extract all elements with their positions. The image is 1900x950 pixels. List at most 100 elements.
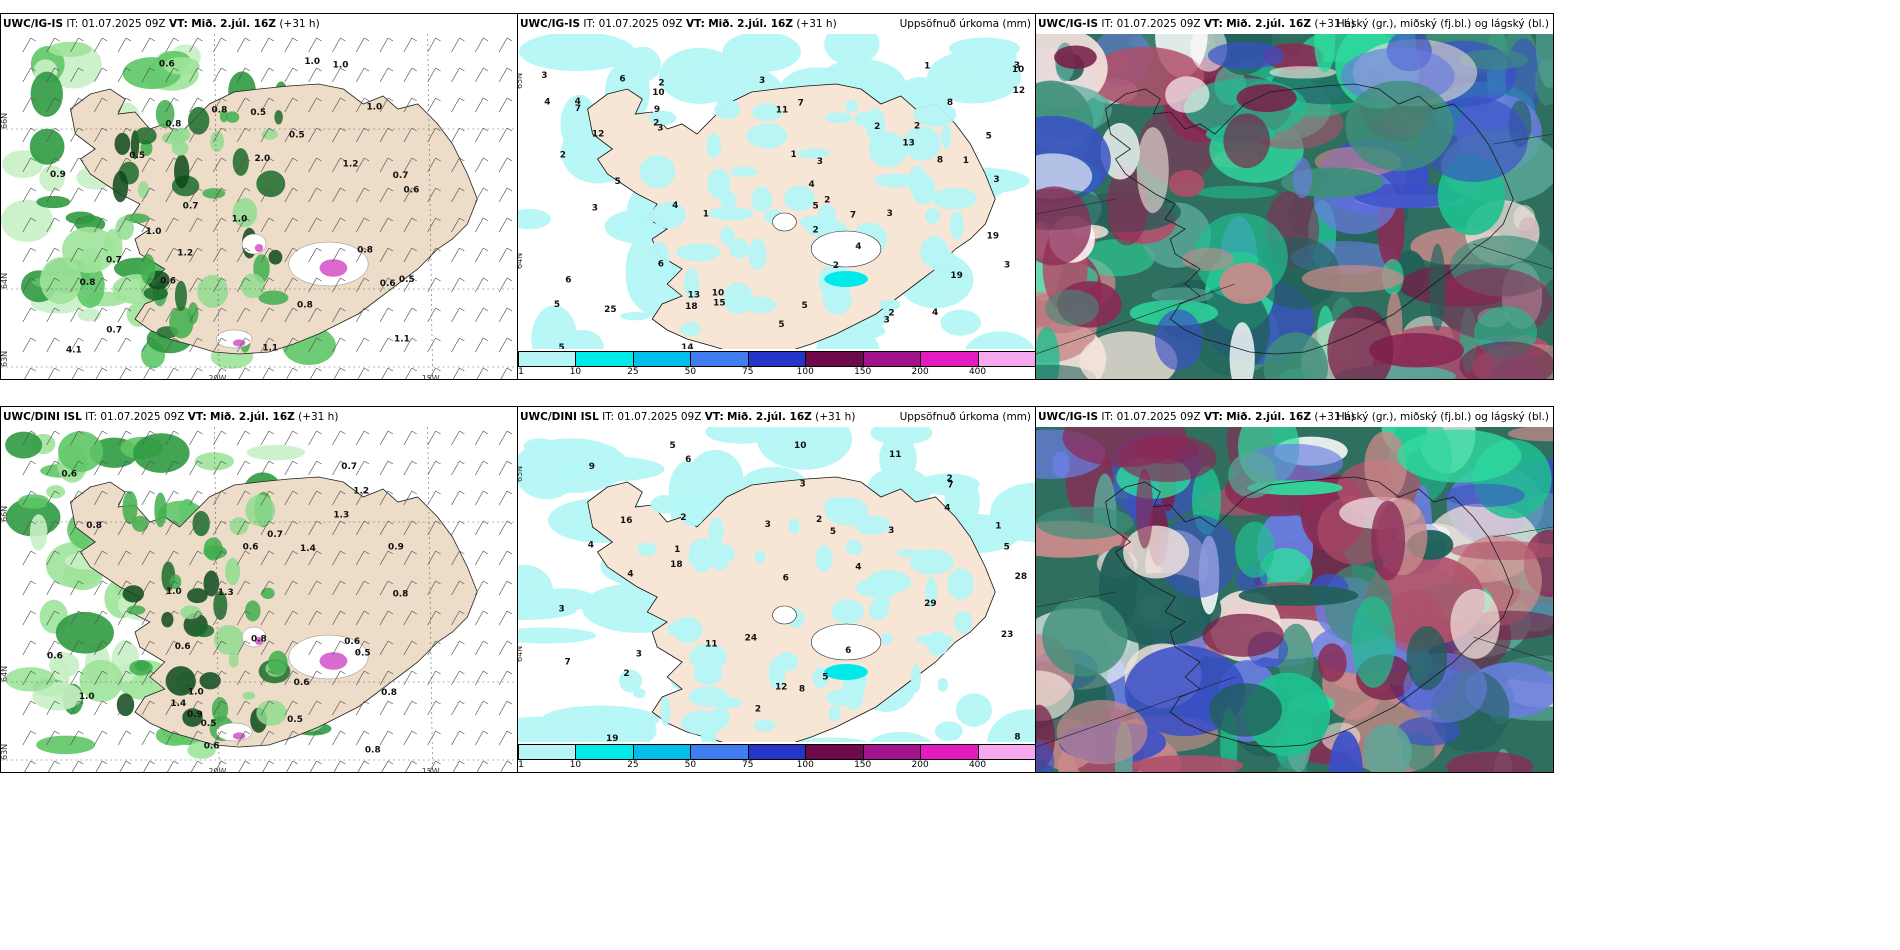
iceland-coastline <box>1105 476 1514 748</box>
accum-value-label: 3 <box>541 71 547 81</box>
accum-value-label: 1 <box>674 545 680 555</box>
map-area <box>1036 427 1553 772</box>
precip-value-label: 1.2 <box>343 160 359 170</box>
colorbar-tick: 400 <box>968 760 987 770</box>
lat-label: 63N <box>1 351 9 367</box>
accum-value-label: 6 <box>565 276 571 286</box>
accum-value-label: 4 <box>575 97 581 107</box>
accum-value-label: 14 <box>681 343 693 349</box>
valid-label: VT: <box>168 18 188 30</box>
map-svg: 65N64N3215473264352841175632282924191612… <box>518 427 1035 742</box>
precip-value-label: 0.8 <box>251 634 267 644</box>
accum-value-label: 11 <box>889 450 901 460</box>
accum-value-label: 8 <box>937 156 943 166</box>
accum-value-label: 19 <box>950 271 962 281</box>
precip-value-label: 0.7 <box>393 171 409 181</box>
accum-value-label: 1 <box>924 62 930 72</box>
map-area: 65N 64N 2 3 2 3 4 5 6 2 3 2 4 5 1 3 2 1 6 3 4 10 5 12 8 2 3 9 5 10 3 13… <box>518 34 1035 349</box>
colorbar-swatch <box>862 351 922 367</box>
colorbar-swatch <box>690 351 749 367</box>
accum-value-label: 5 <box>830 527 836 537</box>
lead-time: (+31 h) <box>1314 18 1355 30</box>
accum-value-label: 7 <box>575 104 581 114</box>
issue-time: 01.07.2025 09Z <box>598 18 683 30</box>
colorbar-tick: 10 <box>569 760 582 770</box>
accum-value-label: 1 <box>703 209 709 219</box>
issue-label: IT: <box>1101 18 1114 30</box>
accum-value-label: 2 <box>623 669 629 679</box>
valid-time: Mið. 2.júl. 16Z <box>1226 411 1311 423</box>
lat-label: 64N <box>518 646 524 662</box>
colorbar: 1 10 25 50 75 100 150 200 400 <box>518 349 1035 379</box>
issue-time: 01.07.2025 09Z <box>1116 18 1201 30</box>
precip-value-label: 0.9 <box>50 170 66 180</box>
accum-value-label: 6 <box>619 75 625 85</box>
colorbar-swatch <box>575 351 634 367</box>
panel-header: UWC/IG-IS IT: 01.07.2025 09Z VT: Mið. 2.… <box>518 14 1035 34</box>
accum-value-label: 3 <box>592 203 598 213</box>
colorbar-tick: 150 <box>854 760 872 770</box>
panel-header: UWC/DINI ISL IT: 01.07.2025 09Z VT: Mið.… <box>1 407 517 427</box>
colorbar-swatch <box>632 744 692 760</box>
precip-value-label: 0.7 <box>183 202 199 212</box>
map-svg: 65N64N2323456232451321634105128239510313… <box>518 34 1035 349</box>
colorbar-tick: 50 <box>684 760 697 770</box>
precip-value-label: 0.6 <box>160 276 176 286</box>
accum-value-label: 5 <box>1004 542 1010 552</box>
precip-value-label: 0.5 <box>399 275 415 285</box>
accum-value-label: 19 <box>987 232 999 242</box>
accum-value-label: 3 <box>558 604 564 614</box>
accum-value-label: 24 <box>745 633 757 643</box>
lead-time: (+31 h) <box>796 18 837 30</box>
precip-value-label: 0.6 <box>204 741 220 751</box>
accum-value-label: 5 <box>822 672 828 682</box>
accum-value-label: 8 <box>799 685 805 695</box>
precip-value-label: 0.8 <box>297 301 313 311</box>
map-area: 66N 64N 63N 20W 15W 0.8 0.6 0.6 0.9 0.8 1.3 1.4 0.6 0… <box>1 427 517 772</box>
accum-value-label: 3 <box>636 649 642 659</box>
valid-label: VT: <box>1203 411 1223 423</box>
lat-label: 66N <box>1 113 9 129</box>
map-svg <box>1036 34 1553 379</box>
lat-label: 63N <box>1 744 9 760</box>
accum-value-label: 3 <box>800 480 806 490</box>
accum-value-label: 2 <box>833 261 839 271</box>
colorbar-swatch <box>920 744 979 760</box>
colorbar-tick: 75 <box>742 367 754 377</box>
precip-value-label: 0.6 <box>159 59 175 69</box>
accum-value-label: 5 <box>802 301 808 311</box>
accum-value-label: 23 <box>1001 630 1013 640</box>
accum-value-label: 1 <box>791 150 797 160</box>
valid-label: VT: <box>1203 18 1223 30</box>
precip-value-label: 2.0 <box>254 154 270 164</box>
colorbar-swatch <box>518 744 577 760</box>
colorbar: 1 10 25 50 75 100 150 200 400 <box>518 742 1035 772</box>
map-area: 65N 64N 3 2 1 5 4 7 3 2 6 4 3 5 2 8 4 11 7 5 6 3 2 28 29 24 19 16 12… <box>518 427 1035 742</box>
precip-value-label: 0.6 <box>47 652 63 662</box>
colorbar-swatch <box>805 744 864 760</box>
issue-time: 01.07.2025 09Z <box>81 18 166 30</box>
accum-value-label: 9 <box>654 105 660 115</box>
colorbar-swatch <box>747 744 807 760</box>
valid-time: Mið. 2.júl. 16Z <box>191 18 276 30</box>
accum-value-label: 1 <box>963 156 969 166</box>
colorbar-tick: 1 <box>518 760 524 770</box>
accum-value-label: 19 <box>606 734 618 742</box>
precip-value-label: 0.6 <box>61 469 77 479</box>
precip-value-label: 1.4 <box>170 699 186 709</box>
accum-value-label: 10 <box>794 441 806 451</box>
lat-label: 64N <box>518 253 524 269</box>
accum-value-label: 4 <box>944 504 950 514</box>
precip-value-label: 0.8 <box>381 688 397 698</box>
map-svg <box>1036 427 1553 772</box>
accum-value-label: 5 <box>554 300 560 310</box>
accum-value-label: 15 <box>713 298 725 308</box>
precip-value-label: 1.0 <box>333 60 349 70</box>
precip-value-label: 0.7 <box>106 325 122 335</box>
colorbar-swatch <box>575 744 634 760</box>
precip-value-label: 0.9 <box>187 710 203 720</box>
precip-value-label: 0.7 <box>267 530 283 540</box>
accum-value-label: 4 <box>809 180 815 190</box>
product-title: Háský (gr.), miðský (fj.bl.) og lágský (… <box>1336 18 1549 30</box>
